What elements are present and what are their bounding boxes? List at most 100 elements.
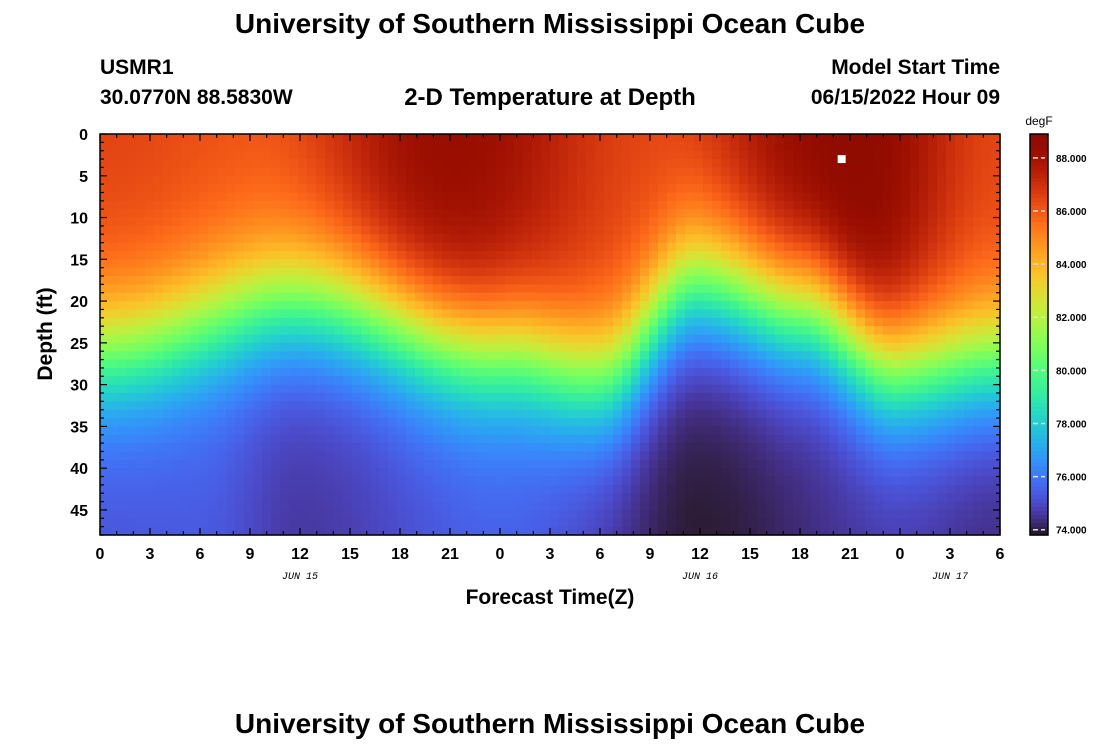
heatmap-cell [928,225,938,235]
heatmap-cell [172,392,182,402]
heatmap-cell [847,150,857,160]
heatmap-cell [136,217,146,227]
heatmap-cell [271,242,281,252]
heatmap-cell [388,401,398,411]
heatmap-cell [388,184,398,194]
heatmap-cell [523,418,533,427]
heatmap-cell [325,493,335,503]
heatmap-cell [163,443,173,453]
heatmap-cell [946,526,956,536]
heatmap-cell [586,426,596,436]
heatmap-cell [514,192,524,202]
heatmap-cell [874,142,884,152]
heatmap-cell [604,526,614,536]
heatmap-cell [964,242,974,252]
heatmap-cell [820,334,830,344]
heatmap-cell [181,276,191,285]
heatmap-cell [946,484,956,494]
heatmap-cell [712,359,722,369]
heatmap-cell [793,250,803,260]
heatmap-cell [838,284,848,294]
heatmap-cell [820,468,830,478]
heatmap-cell [604,376,614,386]
heatmap-cell [730,493,740,503]
heatmap-cell [622,451,632,461]
heatmap-cell [793,159,803,169]
heatmap-cell [892,426,902,436]
heatmap-cell [100,225,110,235]
heatmap-cell [766,217,776,227]
heatmap-cell [622,484,632,494]
heatmap-cell [667,443,677,453]
heatmap-cell [109,392,119,402]
heatmap-cell [460,175,470,185]
heatmap-cell [154,359,164,369]
heatmap-cell [685,434,695,444]
heatmap-cell [595,342,605,352]
heatmap-cell [433,351,443,361]
heatmap-cell [280,359,290,369]
heatmap-cell [379,468,389,478]
heatmap-cell [820,509,830,519]
heatmap-cell [163,367,173,377]
heatmap-cell [568,418,578,427]
heatmap-cell [496,250,506,260]
heatmap-cell [370,409,380,419]
heatmap-cell [703,468,713,478]
heatmap-cell [946,292,956,302]
heatmap-cell [829,443,839,453]
heatmap-cell [712,292,722,302]
heatmap-cell [883,192,893,202]
heatmap-cell [541,451,551,461]
heatmap-cell [307,493,317,503]
heatmap-cell [604,301,614,311]
heatmap-cell [442,175,452,185]
heatmap-cell [856,267,866,277]
heatmap-cell [595,159,605,169]
heatmap-cell [532,493,542,503]
heatmap-cell [433,317,443,327]
heatmap-cell [370,150,380,160]
heatmap-cell [613,175,623,185]
heatmap-cell [226,317,236,327]
heatmap-cell [424,392,434,402]
heatmap-cell [982,142,992,152]
heatmap-cell [919,217,929,227]
heatmap-cell [172,509,182,519]
heatmap-cell [118,150,128,160]
heatmap-cell [154,468,164,478]
heatmap-cell [676,509,686,519]
heatmap-cell [451,384,461,394]
heatmap-cell [775,259,785,269]
heatmap-cell [838,142,848,152]
heatmap-cell [703,234,713,244]
heatmap-cell [901,509,911,519]
heatmap-cell [802,384,812,394]
heatmap-cell [487,234,497,244]
heatmap-cell [298,276,308,285]
heatmap-cell [154,301,164,311]
heatmap-cell [226,359,236,369]
heatmap-cell [604,468,614,478]
heatmap-cell [721,150,731,160]
heatmap-cell [172,209,182,219]
heatmap-cell [622,276,632,285]
heatmap-cell [352,484,362,494]
heatmap-cell [289,384,299,394]
heatmap-cell [640,392,650,402]
heatmap-cell [289,392,299,402]
heatmap-cell [280,134,290,143]
heatmap-cell [964,418,974,427]
heatmap-cell [262,334,272,344]
heatmap-cell [478,334,488,344]
heatmap-cell [766,134,776,143]
heatmap-cell [964,409,974,419]
heatmap-cell [271,209,281,219]
heatmap-cell [424,234,434,244]
heatmap-cell [910,134,920,143]
heatmap-cell [784,309,794,319]
heatmap-cell [712,342,722,352]
heatmap-cell [739,359,749,369]
heatmap-cell [874,167,884,177]
heatmap-cell [559,468,569,478]
